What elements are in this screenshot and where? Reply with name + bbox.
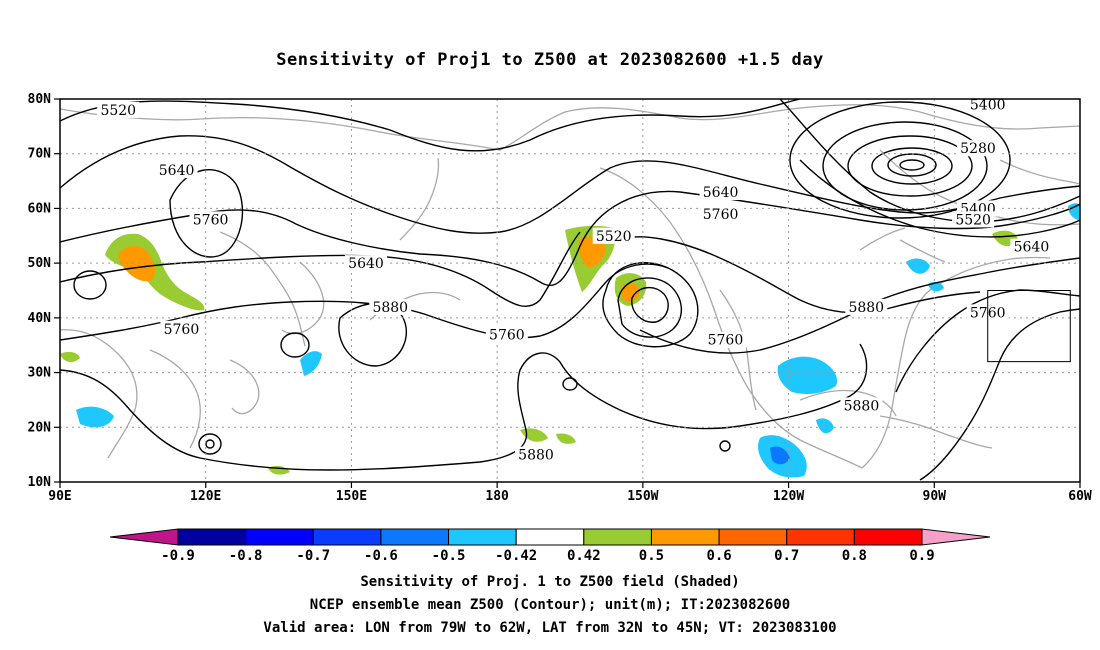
contour-label: 5520: [952, 211, 995, 228]
colorbar-swatch: [312, 528, 382, 546]
latitude-tick-label: 30N: [28, 366, 52, 381]
svg-text:5640: 5640: [703, 185, 739, 201]
contour-label: 5760: [189, 211, 232, 228]
svg-text:5640: 5640: [348, 256, 384, 272]
colorbar-swatch: [245, 528, 314, 546]
contour-label: 5880: [369, 298, 412, 316]
latitude-tick-label: 70N: [28, 147, 52, 162]
svg-text:5760: 5760: [703, 207, 739, 223]
colorbar-label: 0.8: [842, 548, 867, 564]
contour-label: 5760: [160, 320, 203, 338]
contour-label: 5880: [515, 446, 557, 464]
contour-value-labels: 5520 5640 5760 5640 5880 5760 5760 5520 5640 5760…: [97, 96, 1053, 464]
map-frame: [59, 98, 1081, 483]
valid-area-box: [987, 290, 1071, 363]
footer-line-1: Sensitivity of Proj. 1 to Z500 field (Sh…: [360, 574, 740, 590]
longitude-tick-label: 180: [485, 489, 509, 504]
longitude-tick-label: 150W: [627, 489, 658, 504]
colorbar-swatch: [448, 528, 517, 546]
svg-text:5760: 5760: [708, 333, 744, 349]
colorbar-label: -0.9: [161, 548, 195, 564]
colorbar-label: -0.6: [364, 548, 398, 564]
contour-label: 5400: [966, 96, 1009, 113]
svg-text:5640: 5640: [1014, 240, 1050, 256]
map-title: Sensitivity of Proj1 to Z500 at 20230826…: [276, 50, 824, 70]
colorbar-label: -0.5: [432, 548, 466, 564]
svg-text:5280: 5280: [960, 141, 996, 157]
latitude-tick-label: 50N: [28, 256, 52, 271]
contour-label: 5640: [1010, 238, 1053, 256]
contour-label: 5280: [957, 140, 999, 157]
latitude-tick-label: 20N: [28, 420, 52, 435]
colorbar-swatch: [177, 528, 247, 546]
svg-text:5640: 5640: [159, 163, 195, 179]
longitude-tick-label: 120E: [190, 489, 221, 504]
colorbar-label: -0.8: [229, 548, 263, 564]
longitude-tick-label: 90E: [48, 489, 71, 504]
colorbar-swatch: [515, 528, 585, 546]
footer-line-2: NCEP ensemble mean Z500 (Contour); unit(…: [309, 597, 791, 613]
contour-label: 5760: [704, 331, 747, 349]
svg-text:5760: 5760: [164, 322, 200, 338]
svg-text:5880: 5880: [372, 300, 408, 316]
contour-label: 5520: [592, 227, 635, 245]
latitude-tick-label: 10N: [28, 475, 52, 490]
svg-text:5520: 5520: [596, 229, 632, 245]
latitude-tick-label: 60N: [28, 201, 52, 216]
colorbar-swatch: [786, 528, 855, 546]
svg-text:5880: 5880: [848, 300, 884, 316]
colorbar-swatch: [718, 528, 788, 546]
contour-label: 5640: [699, 184, 742, 201]
longitude-tick-label: 150E: [336, 489, 367, 504]
graticule: [60, 99, 1080, 482]
latitude-labels: 80N 70N 60N 50N 40N 30N 20N 10N: [28, 92, 60, 490]
colorbar-swatch: [583, 528, 652, 546]
svg-text:5880: 5880: [844, 398, 880, 414]
longitude-labels: 90E 120E 150E 180 150W 120W 90W 60W: [48, 482, 1092, 504]
svg-text:5400: 5400: [970, 97, 1006, 113]
contour-label: 5640: [155, 162, 198, 179]
colorbar-label: 0.6: [706, 548, 731, 564]
z500-contours: [60, 99, 1080, 481]
svg-text:5760: 5760: [489, 327, 525, 343]
contour-label: 5880: [840, 397, 883, 414]
colorbar-swatch: [853, 528, 923, 546]
contour-label: 5760: [485, 326, 528, 343]
longitude-tick-label: 90W: [923, 489, 947, 504]
latitude-tick-label: 80N: [28, 92, 52, 107]
colorbar-label: 0.42: [567, 548, 601, 564]
svg-text:5880: 5880: [518, 448, 554, 464]
contour-label: 5760: [699, 205, 742, 223]
longitude-tick-label: 60W: [1068, 489, 1092, 504]
footer-line-3: Valid area: LON from 79W to 62W, LAT fro…: [263, 620, 837, 636]
longitude-tick-label: 120W: [773, 489, 804, 504]
colorbar: -0.9 -0.8 -0.7 -0.6 -0.5 -0.42 0.42 0.5 0.6 0.7 0.…: [109, 528, 991, 564]
colorbar-label: -0.42: [495, 548, 537, 564]
contour-label: 5640: [345, 255, 387, 272]
colorbar-label: 0.9: [909, 548, 934, 564]
colorbar-right-triangle: [921, 528, 991, 546]
colorbar-swatch: [650, 528, 720, 546]
colorbar-left-triangle: [109, 528, 179, 546]
latitude-tick-label: 40N: [28, 311, 52, 326]
colorbar-label: 0.7: [774, 548, 799, 564]
colorbar-label: 0.5: [639, 548, 664, 564]
svg-text:5760: 5760: [193, 212, 229, 228]
svg-text:5520: 5520: [955, 212, 991, 228]
contour-label: 5520: [97, 101, 140, 119]
svg-text:5520: 5520: [100, 103, 136, 119]
colorbar-swatch: [380, 528, 450, 546]
colorbar-label: -0.7: [296, 548, 330, 564]
contour-label: 5880: [845, 298, 888, 316]
